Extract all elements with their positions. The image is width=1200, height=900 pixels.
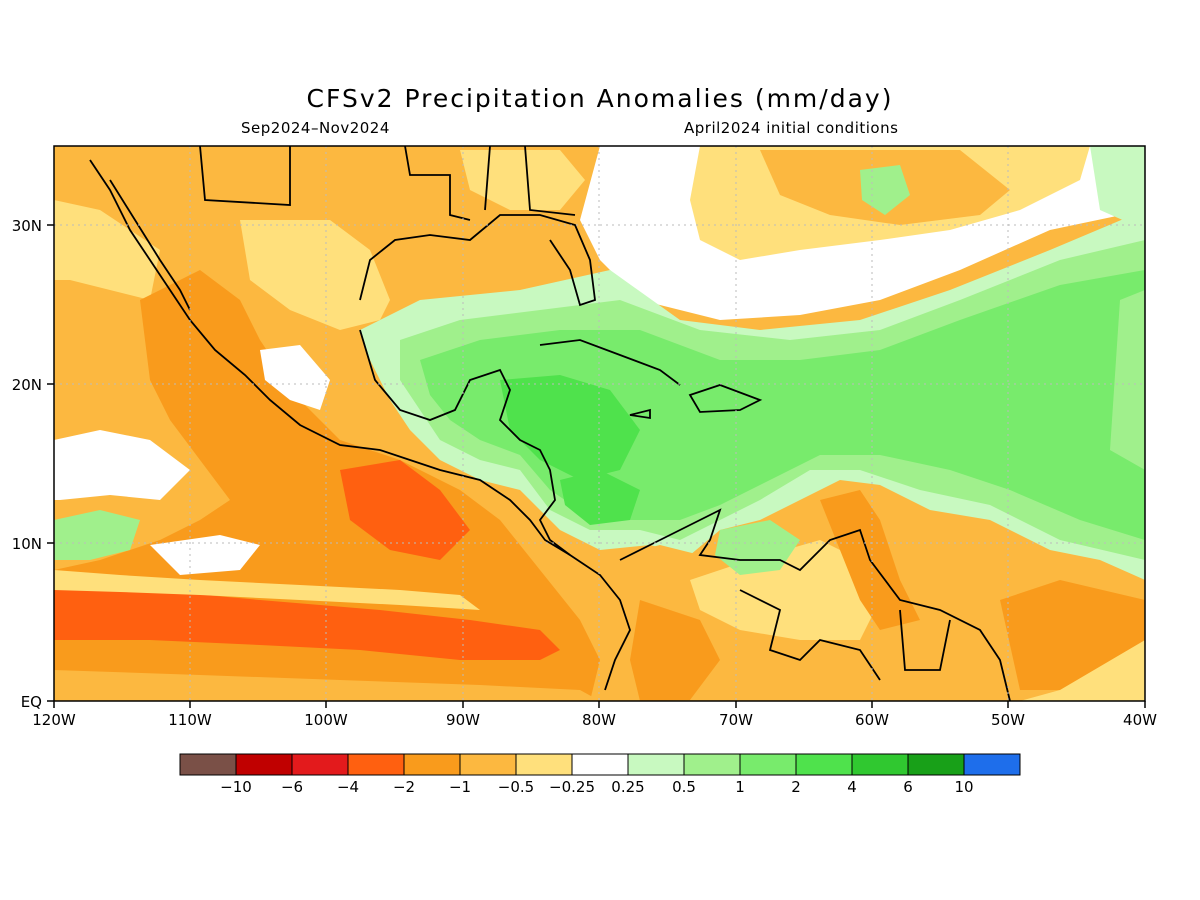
x-tick-label: 120W: [32, 711, 76, 729]
colorbar-swatch: [235, 753, 293, 776]
colorbar-swatch: [739, 753, 797, 776]
colorbar-label: −0.5: [498, 778, 534, 796]
colorbar-label: −2: [393, 778, 415, 796]
colorbar-swatch: [515, 753, 573, 776]
forecast-period: Sep2024–Nov2024: [241, 119, 390, 137]
colorbar: [179, 753, 1021, 776]
x-tick-label: 110W: [168, 711, 212, 729]
y-tick-label: 10N: [12, 535, 42, 553]
x-tick-label: 90W: [446, 711, 480, 729]
colorbar-label: 10: [954, 778, 973, 796]
colorbar-label: 2: [791, 778, 801, 796]
colorbar-label: −6: [281, 778, 303, 796]
colorbar-label: 0.25: [611, 778, 644, 796]
x-tick-label: 100W: [304, 711, 348, 729]
colorbar-label: −0.25: [549, 778, 595, 796]
colorbar-label: 1: [735, 778, 745, 796]
y-axis-labels: 30N 20N 10N EQ: [12, 217, 42, 711]
x-axis-labels: 120W 110W 100W 90W 80W 70W 60W 50W 40W: [32, 711, 1157, 729]
colorbar-swatch: [179, 753, 237, 776]
x-tick-label: 80W: [582, 711, 616, 729]
colorbar-swatch: [963, 753, 1021, 776]
colorbar-label: 6: [903, 778, 913, 796]
colorbar-swatch: [907, 753, 965, 776]
initial-conditions: April2024 initial conditions: [684, 119, 899, 137]
map-title: CFSv2 Precipitation Anomalies (mm/day): [306, 84, 894, 113]
colorbar-swatch: [571, 753, 629, 776]
x-tick-label: 50W: [991, 711, 1025, 729]
colorbar-label: −4: [337, 778, 359, 796]
y-tick-label: 20N: [12, 376, 42, 394]
colorbar-labels: −10 −6 −4 −2 −1 −0.5 −0.25 0.25 0.5 1 2 4 6 10: [220, 778, 973, 796]
colorbar-label: −10: [220, 778, 252, 796]
colorbar-swatch: [683, 753, 741, 776]
colorbar-label: 4: [847, 778, 857, 796]
colorbar-swatch: [459, 753, 517, 776]
colorbar-label: −1: [449, 778, 471, 796]
colorbar-label: 0.5: [672, 778, 696, 796]
x-tick-label: 70W: [719, 711, 753, 729]
colorbar-swatch: [627, 753, 685, 776]
axis-ticks: [47, 224, 1146, 708]
colorbar-swatch: [851, 753, 909, 776]
gridlines: [54, 146, 1145, 701]
colorbar-swatch: [291, 753, 349, 776]
y-tick-label: EQ: [21, 693, 42, 711]
y-tick-label: 30N: [12, 217, 42, 235]
colorbar-swatch: [347, 753, 405, 776]
coastlines: [89, 146, 1011, 701]
colorbar-swatch: [403, 753, 461, 776]
colorbar-swatch: [795, 753, 853, 776]
x-tick-label: 40W: [1123, 711, 1157, 729]
x-tick-label: 60W: [855, 711, 889, 729]
